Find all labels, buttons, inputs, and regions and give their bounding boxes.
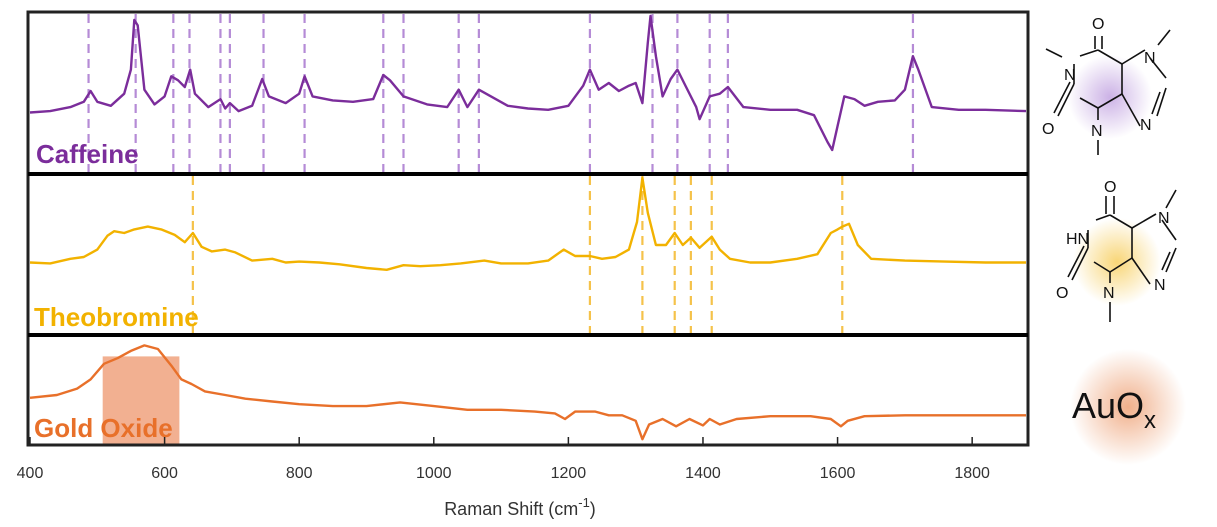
series-line-gold-oxide bbox=[29, 344, 1026, 441]
gold-oxide-bubble: AuOx bbox=[1070, 349, 1186, 465]
gold-oxide-formula: AuOx bbox=[1072, 385, 1156, 434]
theobromine-atoms: O HN N N O N bbox=[1056, 179, 1170, 302]
theobromine-structure bbox=[1060, 172, 1217, 332]
gold-oxide-formula-sub: x bbox=[1144, 407, 1156, 434]
gold-oxide-band bbox=[102, 356, 180, 444]
series-label-caffeine: Caffeine bbox=[36, 139, 139, 169]
x-tick-label-1200: 1200 bbox=[551, 465, 587, 482]
series-line-caffeine bbox=[29, 14, 1027, 152]
theobromine-atom-hn: HN bbox=[1066, 231, 1089, 248]
caffeine-atom-n3: N bbox=[1144, 50, 1156, 67]
caffeine-atom-o1: O bbox=[1092, 16, 1104, 33]
caffeine-atom-n4: N bbox=[1140, 117, 1152, 134]
x-tick-label-800: 800 bbox=[286, 465, 313, 482]
series-label-theobromine: Theobromine bbox=[34, 302, 199, 332]
caffeine-structure bbox=[1045, 8, 1215, 168]
series-line-theobromine bbox=[29, 176, 1026, 271]
caffeine-atom-n2: N bbox=[1091, 123, 1103, 140]
theobromine-atom-o2: O bbox=[1056, 285, 1068, 302]
theobromine-atom-n2: N bbox=[1103, 285, 1115, 302]
x-axis-label-close: ) bbox=[590, 499, 596, 519]
caffeine-atom-o2: O bbox=[1042, 121, 1054, 138]
caffeine-atoms: O N N N O N bbox=[1042, 16, 1156, 140]
x-tick-label-1800: 1800 bbox=[954, 465, 990, 482]
x-tick-label-1600: 1600 bbox=[820, 465, 856, 482]
x-axis-label-main: Raman Shift (cm bbox=[444, 499, 578, 519]
x-tick-label-1400: 1400 bbox=[685, 465, 721, 482]
x-tick-label-600: 600 bbox=[151, 465, 178, 482]
x-tick-label-400: 400 bbox=[17, 465, 44, 482]
plot-frame bbox=[26, 10, 1030, 447]
gold-oxide-formula-main: AuO bbox=[1072, 385, 1144, 426]
caffeine-atom-n1: N bbox=[1064, 67, 1076, 84]
series-label-gold-oxide: Gold Oxide bbox=[34, 413, 173, 443]
x-tick-label-1000: 1000 bbox=[416, 465, 452, 482]
x-axis-label: Raman Shift (cm-1) bbox=[444, 495, 596, 519]
theobromine-atom-n3: N bbox=[1158, 210, 1170, 227]
theobromine-atom-o1: O bbox=[1104, 179, 1116, 196]
x-axis-label-exponent: -1 bbox=[578, 495, 590, 510]
x-axis: 400 600 800 1000 1200 1400 1600 1800 bbox=[17, 437, 990, 482]
theobromine-atom-n4: N bbox=[1154, 277, 1166, 294]
